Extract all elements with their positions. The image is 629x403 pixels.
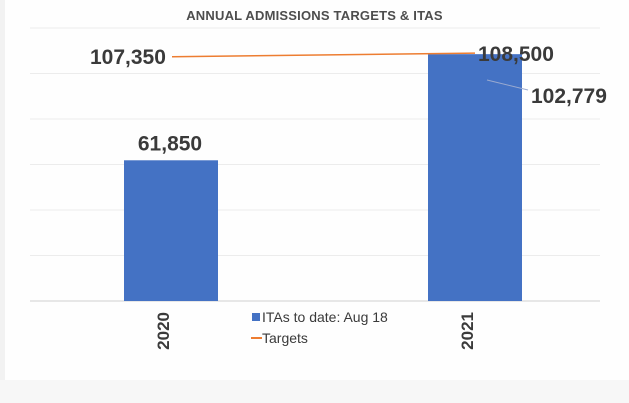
data-label-2021-itas: 108,500 bbox=[478, 43, 554, 66]
legend-swatch-itas bbox=[252, 313, 260, 321]
x-axis-ticks: 2020 2021 bbox=[154, 312, 477, 350]
data-label-2020-itas: 61,850 bbox=[138, 132, 202, 155]
bottom-band bbox=[0, 380, 629, 403]
bars bbox=[124, 54, 522, 301]
bar-2021 bbox=[428, 54, 522, 301]
chart-title: ANNUAL ADMISSIONS TARGETS & ITAS bbox=[186, 8, 443, 23]
legend-label-targets: Targets bbox=[262, 330, 308, 346]
legend: ITAs to date: Aug 18 Targets bbox=[251, 309, 388, 346]
annotation-leader bbox=[486, 79, 529, 91]
target-line-segment bbox=[171, 52, 476, 58]
x-tick-2020: 2020 bbox=[154, 312, 173, 350]
bar-2020 bbox=[124, 160, 218, 301]
annotation-label: 102,779 bbox=[531, 85, 607, 108]
left-border bbox=[0, 0, 5, 403]
legend-label-itas: ITAs to date: Aug 18 bbox=[262, 309, 388, 325]
x-tick-2021: 2021 bbox=[458, 312, 477, 350]
data-label-2020-target: 107,350 bbox=[90, 46, 166, 69]
target-line bbox=[171, 52, 476, 58]
data-labels: 61,850 107,350 108,500 102,779 bbox=[90, 43, 607, 155]
